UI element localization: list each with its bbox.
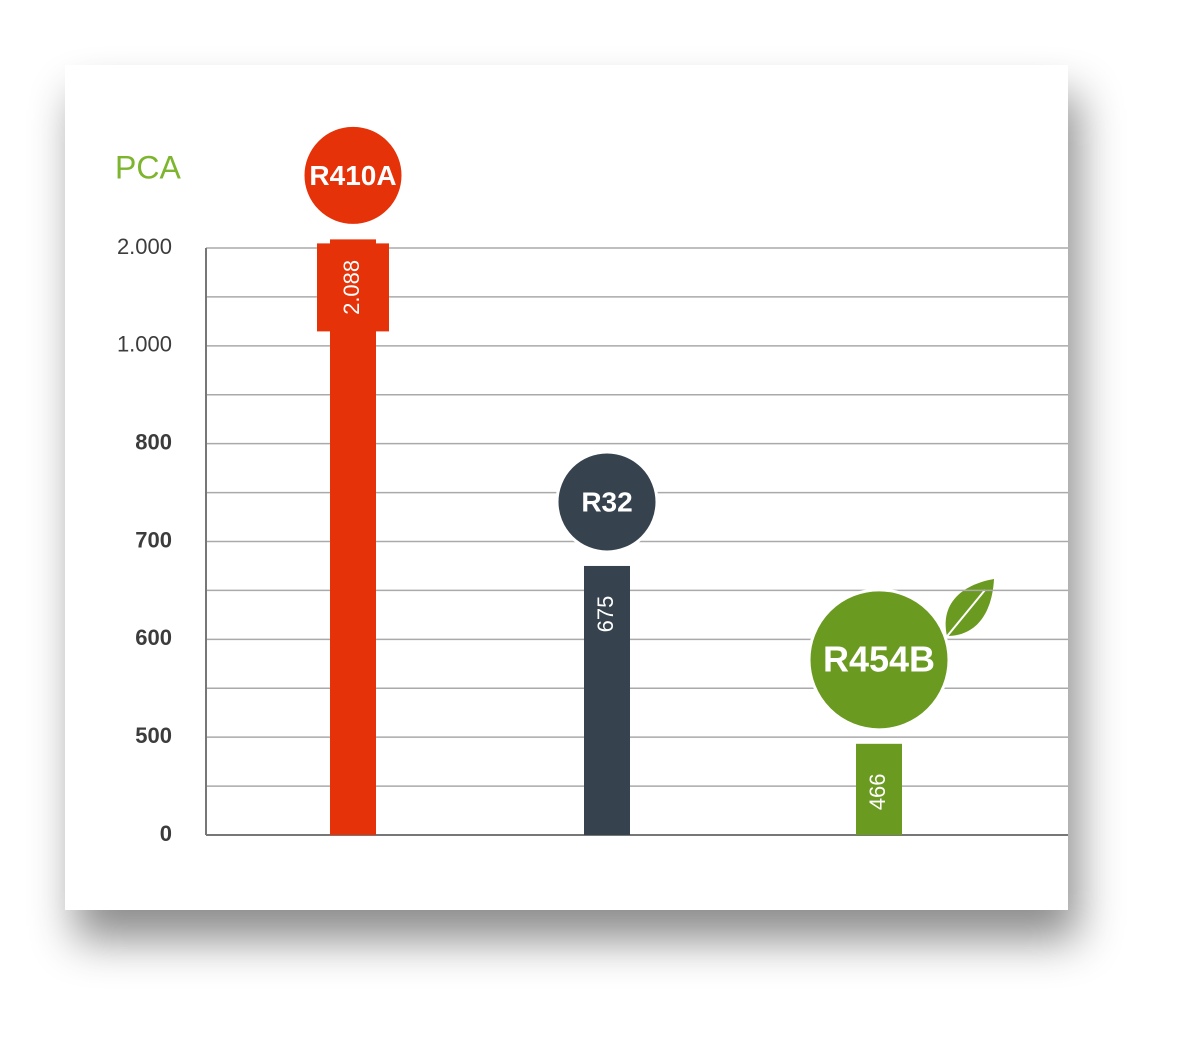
category-badge (807, 588, 951, 732)
y-tick-label: 1.000 (117, 332, 172, 357)
y-tick-label: 0 (160, 821, 172, 846)
bar (856, 743, 902, 835)
x-tick-label: R410A (309, 160, 396, 191)
category-badge (301, 123, 405, 227)
y-tick-label: 500 (135, 723, 172, 748)
bar (584, 565, 630, 835)
y-axis-title: PCA (115, 149, 181, 185)
leaf-vein (943, 589, 986, 641)
x-tick-label: R32 (581, 486, 632, 517)
value-label: 2.088 (339, 260, 364, 315)
bar (330, 239, 376, 835)
y-tick-label: 2.000 (117, 234, 172, 259)
y-tick-label: 600 (135, 625, 172, 650)
value-label-box (317, 243, 389, 332)
value-label: 675 (593, 596, 618, 633)
x-tick-label: R454B (823, 638, 935, 679)
category-badge (555, 450, 659, 554)
y-tick-label: 700 (135, 527, 172, 552)
value-label: 466 (865, 773, 890, 810)
y-tick-label: 800 (135, 429, 172, 454)
